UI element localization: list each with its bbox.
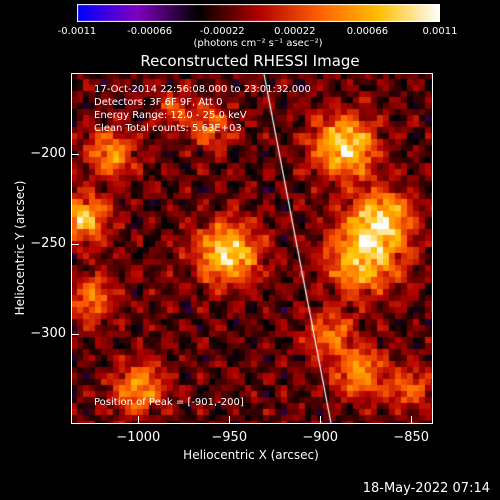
info-time-range: 17-Oct-2014 22:56:08.000 to 23:01:32.000: [94, 84, 311, 95]
colorbar: [77, 4, 440, 22]
timestamp: 18-May-2022 07:14: [362, 481, 490, 496]
info-detectors: Detectors: 3F 6F 9F, Att 0: [94, 97, 223, 108]
y-tick-label: −300: [30, 326, 66, 341]
x-tick-mark: [229, 416, 231, 424]
x-tick-label: −950: [211, 430, 248, 445]
x-tick-mark: [138, 416, 140, 424]
colorbar-tick-label: -0.00066: [127, 26, 173, 37]
x-tick-label: −850: [393, 430, 430, 445]
colorbar-tick-label: 0.00022: [274, 26, 316, 37]
colorbar-tick-label: -0.00022: [199, 26, 245, 37]
y-axis-label: Heliocentric Y (arcsec): [13, 180, 27, 316]
plot-title: Reconstructed RHESSI Image: [140, 52, 360, 70]
info-energy-range: Energy Range: 12.0 - 25.0 keV: [94, 110, 247, 121]
x-tick-label: −1000: [116, 430, 161, 445]
y-tick-label: −200: [30, 146, 66, 161]
x-tick-mark: [411, 416, 413, 424]
colorbar-unit-label: (photons cm⁻² s⁻¹ asec⁻²): [193, 38, 323, 49]
colorbar-tick-label: 0.00066: [346, 26, 389, 37]
y-tick-label: −250: [30, 236, 66, 251]
y-tick-mark: [71, 154, 79, 155]
info-clean-counts: Clean Total counts: 5.63E+03: [94, 123, 242, 134]
x-tick-label: −900: [302, 430, 339, 445]
rhessi-image-heatmap: [71, 73, 433, 424]
x-tick-mark: [320, 416, 322, 424]
x-axis-label: Heliocentric X (arcsec): [183, 448, 319, 462]
y-tick-mark: [71, 334, 79, 335]
colorbar-tick-label: 0.0011: [422, 26, 458, 37]
y-tick-mark: [71, 244, 79, 245]
info-peak-position: Position of Peak = [-901,-200]: [94, 397, 244, 408]
colorbar-tick-label: -0.0011: [57, 26, 97, 37]
